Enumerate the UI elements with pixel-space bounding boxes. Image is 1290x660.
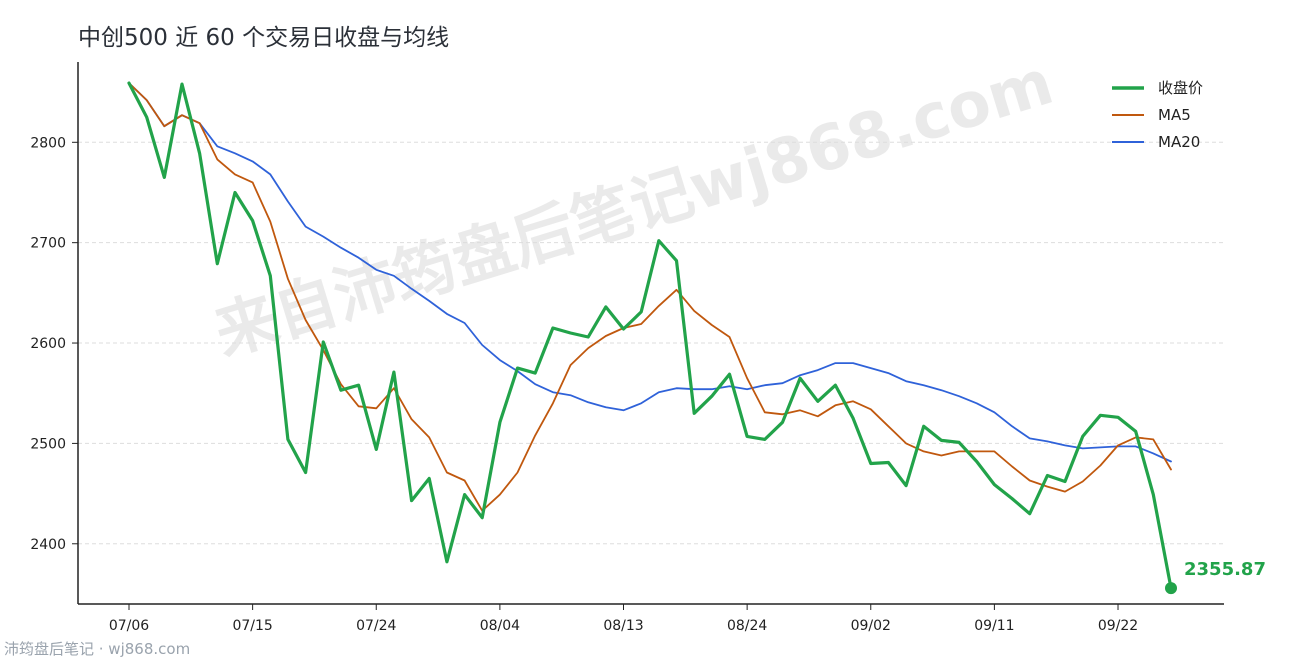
legend-label: MA5 (1158, 106, 1191, 124)
close-price-line (127, 81, 1173, 590)
x-tick-label: 09/11 (974, 618, 1014, 634)
y-tick-label: 2700 (30, 236, 66, 252)
legend-label: 收盘价 (1158, 79, 1203, 97)
x-tick-label: 09/02 (851, 618, 891, 634)
ma5-line (128, 82, 1172, 512)
footer-credit: 沛筠盘后笔记 · wj868.com (4, 640, 191, 658)
last-close-point (1165, 582, 1177, 595)
x-tick-label: 07/24 (356, 618, 396, 634)
y-tick-label: 2400 (30, 537, 66, 553)
ma20-line (128, 82, 1172, 463)
x-tick-label: 08/04 (480, 618, 520, 634)
chart-title: 中创500 近 60 个交易日收盘与均线 (78, 25, 450, 51)
x-tick-label: 08/13 (603, 618, 643, 634)
y-tick-label: 2800 (30, 135, 66, 151)
last-close-label: 2355.87 (1184, 559, 1266, 580)
x-tick-label: 09/22 (1098, 618, 1138, 634)
x-tick-label: 08/24 (727, 618, 767, 634)
x-tick-label: 07/06 (109, 618, 149, 634)
y-tick-label: 2600 (30, 336, 66, 352)
legend-label: MA20 (1158, 133, 1200, 151)
y-tick-label: 2500 (30, 436, 66, 452)
x-tick-label: 07/15 (232, 618, 272, 634)
